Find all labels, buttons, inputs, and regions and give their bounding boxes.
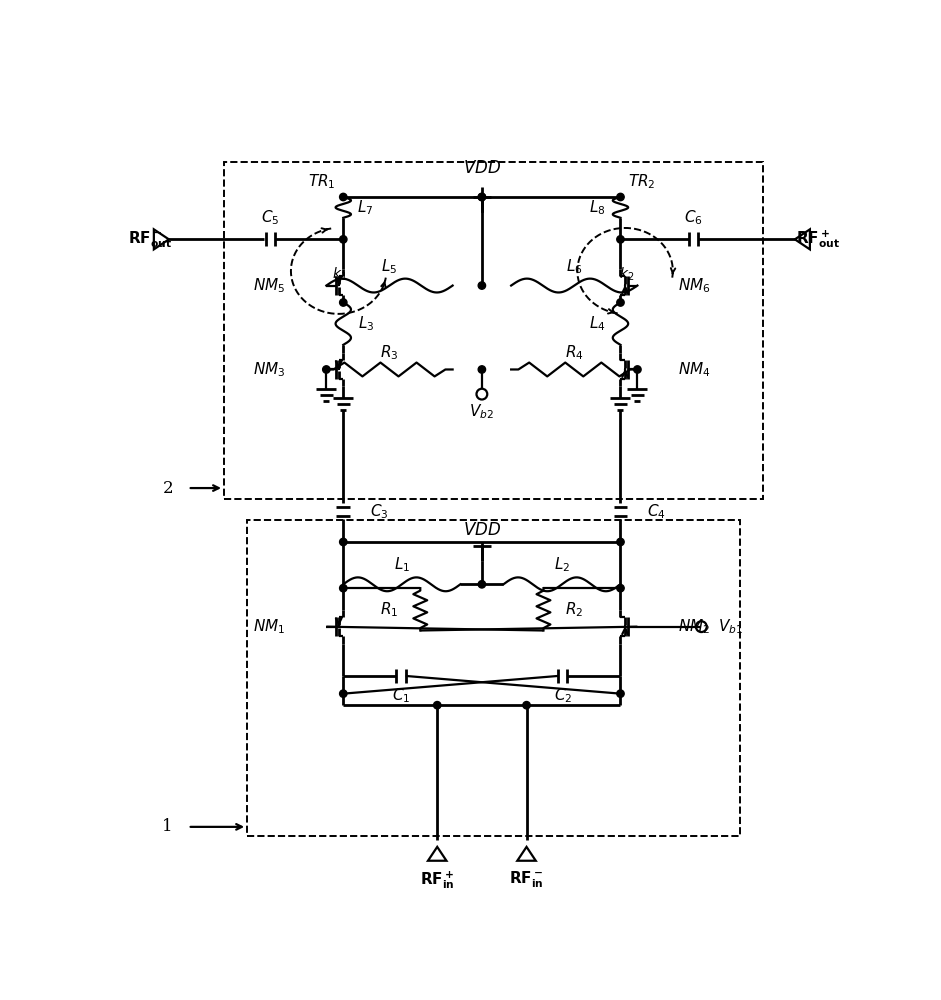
Circle shape: [434, 702, 441, 709]
Text: $NM_5$: $NM_5$: [253, 276, 285, 295]
Text: $L_6$: $L_6$: [566, 257, 582, 276]
Text: $L_2$: $L_2$: [554, 556, 570, 574]
Text: $V_{b1}$: $V_{b1}$: [718, 617, 743, 636]
Text: $L_5$: $L_5$: [381, 257, 398, 276]
Text: $\mathbf{RF_{out}^+}$: $\mathbf{RF_{out}^+}$: [796, 228, 840, 250]
Text: $TR_1$: $TR_1$: [308, 172, 336, 191]
Text: $R_4$: $R_4$: [565, 343, 583, 362]
Text: $L_1$: $L_1$: [393, 556, 410, 574]
Text: $C_2$: $C_2$: [553, 686, 572, 705]
Text: $C_3$: $C_3$: [370, 502, 389, 521]
Text: $VDD$: $VDD$: [463, 160, 501, 177]
Text: $\mathbf{RF_{out}^-}$: $\mathbf{RF_{out}^-}$: [128, 229, 172, 250]
Circle shape: [340, 299, 347, 306]
Text: $k_2$: $k_2$: [619, 266, 634, 283]
Bar: [247, 520, 740, 836]
Text: $C_4$: $C_4$: [647, 502, 666, 521]
Text: $C_5$: $C_5$: [261, 208, 279, 227]
Circle shape: [340, 584, 347, 592]
Text: $V_{b2}$: $V_{b2}$: [470, 402, 494, 421]
Circle shape: [340, 538, 347, 546]
Text: $C_1$: $C_1$: [391, 686, 410, 705]
Text: $R_2$: $R_2$: [565, 600, 583, 619]
Circle shape: [616, 299, 624, 306]
Circle shape: [523, 702, 530, 709]
Text: $C_6$: $C_6$: [684, 208, 703, 227]
Circle shape: [478, 366, 486, 373]
Circle shape: [616, 236, 624, 243]
Text: $L_3$: $L_3$: [359, 314, 375, 333]
Text: $TR_2$: $TR_2$: [629, 172, 656, 191]
Circle shape: [616, 193, 624, 201]
Text: $L_8$: $L_8$: [589, 198, 606, 217]
Text: 1: 1: [163, 818, 173, 835]
Text: $NM_6$: $NM_6$: [678, 276, 710, 295]
Circle shape: [340, 193, 347, 201]
Text: $NM_4$: $NM_4$: [678, 360, 710, 379]
Circle shape: [340, 236, 347, 243]
Text: $NM_1$: $NM_1$: [253, 617, 285, 636]
Text: $\mathbf{RF_{in}^+}$: $\mathbf{RF_{in}^+}$: [420, 869, 455, 891]
Circle shape: [633, 366, 641, 373]
Text: $VDD$: $VDD$: [463, 522, 501, 539]
Text: $k_1$: $k_1$: [332, 266, 347, 283]
Circle shape: [616, 584, 624, 592]
Text: 2: 2: [163, 480, 173, 497]
Text: $L_7$: $L_7$: [357, 198, 373, 217]
Circle shape: [478, 193, 486, 201]
Text: $R_1$: $R_1$: [380, 600, 399, 619]
Circle shape: [478, 581, 486, 588]
Circle shape: [340, 690, 347, 697]
Circle shape: [616, 690, 624, 697]
Circle shape: [478, 193, 486, 201]
Text: $L_4$: $L_4$: [589, 314, 606, 333]
Text: $\mathbf{RF_{in}^-}$: $\mathbf{RF_{in}^-}$: [509, 870, 544, 890]
Bar: [224, 162, 763, 499]
Text: $NM_2$: $NM_2$: [678, 617, 710, 636]
Circle shape: [323, 366, 330, 373]
Text: $R_3$: $R_3$: [380, 343, 399, 362]
Circle shape: [616, 538, 624, 546]
Text: $NM_3$: $NM_3$: [253, 360, 285, 379]
Circle shape: [478, 282, 486, 289]
